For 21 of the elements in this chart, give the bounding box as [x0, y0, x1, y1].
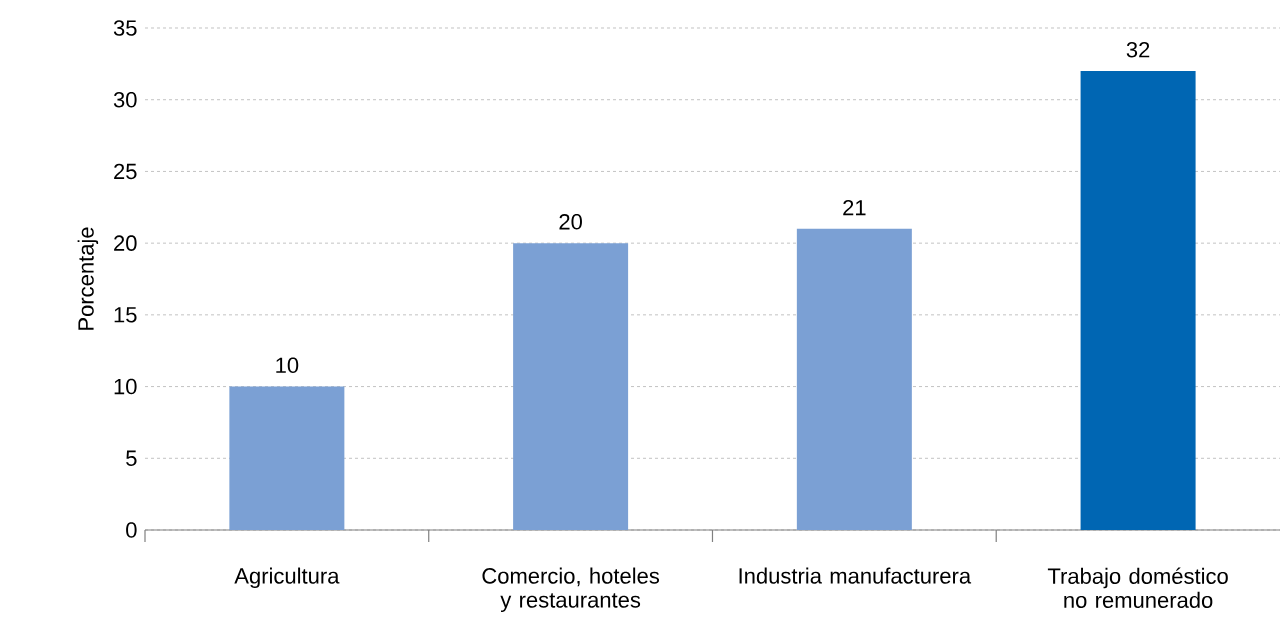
bar — [796, 228, 912, 530]
data-label: 10 — [276, 357, 299, 374]
y-tick-label: 35 — [113, 20, 137, 36]
data-label: 32 — [1126, 41, 1150, 58]
y-tick-label: 30 — [113, 91, 137, 108]
bar — [1080, 71, 1196, 530]
bar — [513, 243, 629, 530]
bar — [229, 386, 345, 530]
data-label: 21 — [843, 199, 866, 216]
y-tick-label: 0 — [126, 522, 137, 538]
y-tick-label: 10 — [114, 378, 137, 395]
x-tick-label: Trabajo doméstico no remunerado — [1047, 567, 1228, 608]
y-axis-title: Porcentaje — [77, 227, 99, 330]
y-tick-label: 25 — [114, 163, 137, 180]
x-tick-label: Agricultura — [234, 567, 340, 589]
data-label: 20 — [559, 214, 582, 230]
x-tick-label: Comercio, hoteles y restaurantes — [482, 567, 660, 613]
x-tick-label: Industria manufacturera — [739, 567, 972, 584]
y-tick-label: 20 — [114, 235, 137, 251]
y-tick-label: 5 — [126, 450, 137, 466]
y-tick-label: 15 — [114, 307, 137, 323]
